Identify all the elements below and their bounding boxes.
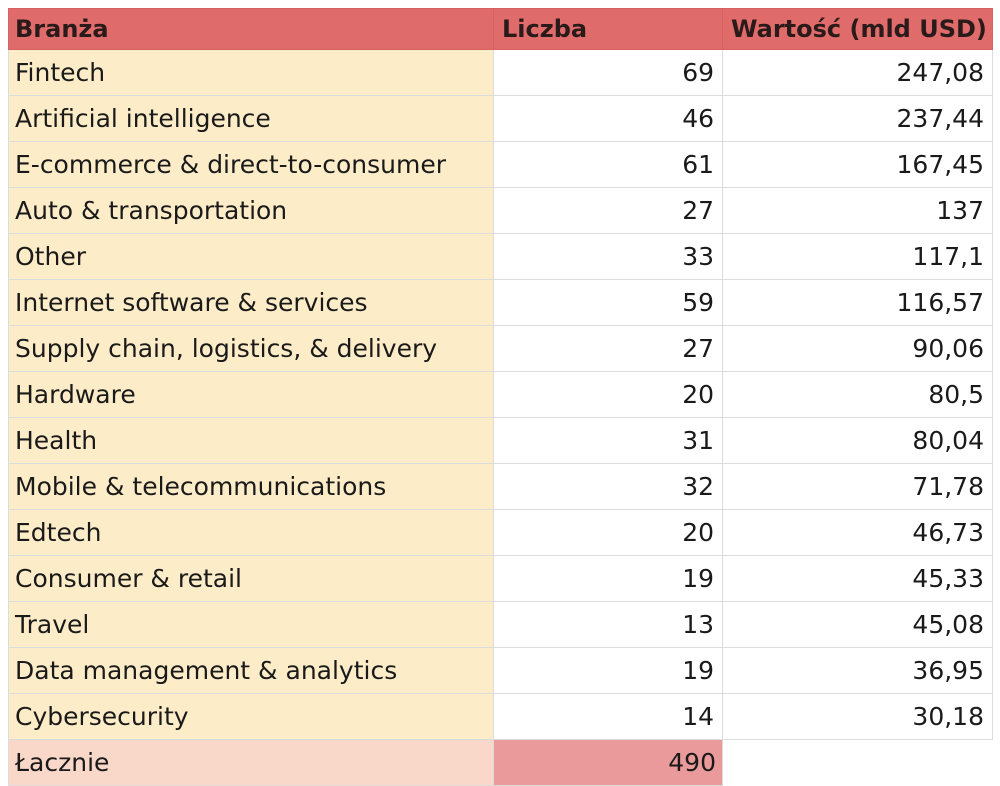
value-cell[interactable]: 46,73	[722, 509, 993, 556]
total-count-cell[interactable]: 490	[493, 739, 723, 786]
industry-cell[interactable]: Travel	[8, 601, 494, 648]
industry-cell[interactable]: Auto & transportation	[8, 187, 494, 234]
spreadsheet-table-container: Branża Liczba Wartość (mld USD) Fintech …	[8, 8, 993, 786]
count-cell[interactable]: 31	[493, 417, 723, 464]
table-row: Internet software & services 59 116,57	[8, 279, 993, 326]
table-row: Artificial intelligence 46 237,44	[8, 95, 993, 142]
count-cell[interactable]: 69	[493, 49, 723, 96]
count-cell[interactable]: 14	[493, 693, 723, 740]
count-cell[interactable]: 19	[493, 555, 723, 602]
table-row: E-commerce & direct-to-consumer 61 167,4…	[8, 141, 993, 188]
table-row: Auto & transportation 27 137	[8, 187, 993, 234]
table-row: Fintech 69 247,08	[8, 49, 993, 96]
industry-cell[interactable]: Cybersecurity	[8, 693, 494, 740]
industry-cell[interactable]: Internet software & services	[8, 279, 494, 326]
value-cell[interactable]: 30,18	[722, 693, 993, 740]
industry-cell[interactable]: Other	[8, 233, 494, 280]
table-body: Fintech 69 247,08 Artificial intelligenc…	[8, 49, 993, 786]
industry-cell[interactable]: Consumer & retail	[8, 555, 494, 602]
value-cell[interactable]: 45,08	[722, 601, 993, 648]
table-row: Data management & analytics 19 36,95	[8, 647, 993, 694]
count-cell[interactable]: 27	[493, 325, 723, 372]
table-row: Edtech 20 46,73	[8, 509, 993, 556]
count-cell[interactable]: 33	[493, 233, 723, 280]
count-cell[interactable]: 20	[493, 371, 723, 418]
industry-cell[interactable]: Edtech	[8, 509, 494, 556]
value-cell[interactable]: 80,04	[722, 417, 993, 464]
industry-cell[interactable]: Fintech	[8, 49, 494, 96]
header-row: Branża Liczba Wartość (mld USD)	[8, 8, 993, 50]
value-cell[interactable]: 167,45	[722, 141, 993, 188]
value-cell[interactable]: 137	[722, 187, 993, 234]
table-row: Cybersecurity 14 30,18	[8, 693, 993, 740]
count-cell[interactable]: 20	[493, 509, 723, 556]
header-industry[interactable]: Branża	[8, 8, 494, 50]
value-cell[interactable]: 80,5	[722, 371, 993, 418]
value-cell[interactable]: 117,1	[722, 233, 993, 280]
industry-cell[interactable]: Supply chain, logistics, & delivery	[8, 325, 494, 372]
total-row: Łacznie 490	[8, 739, 993, 786]
value-cell[interactable]: 45,33	[722, 555, 993, 602]
table-row: Supply chain, logistics, & delivery 27 9…	[8, 325, 993, 372]
value-cell[interactable]: 247,08	[722, 49, 993, 96]
count-cell[interactable]: 59	[493, 279, 723, 326]
value-cell[interactable]: 71,78	[722, 463, 993, 510]
table-row: Hardware 20 80,5	[8, 371, 993, 418]
industry-cell[interactable]: Hardware	[8, 371, 494, 418]
count-cell[interactable]: 46	[493, 95, 723, 142]
industry-cell[interactable]: Artificial intelligence	[8, 95, 494, 142]
industry-cell[interactable]: E-commerce & direct-to-consumer	[8, 141, 494, 188]
total-value-cell[interactable]	[722, 739, 993, 786]
count-cell[interactable]: 27	[493, 187, 723, 234]
unicorn-industry-table: Branża Liczba Wartość (mld USD) Fintech …	[8, 8, 993, 786]
table-header: Branża Liczba Wartość (mld USD)	[8, 8, 993, 50]
value-cell[interactable]: 116,57	[722, 279, 993, 326]
value-cell[interactable]: 90,06	[722, 325, 993, 372]
count-cell[interactable]: 32	[493, 463, 723, 510]
table-row: Other 33 117,1	[8, 233, 993, 280]
industry-cell[interactable]: Data management & analytics	[8, 647, 494, 694]
count-cell[interactable]: 61	[493, 141, 723, 188]
table-row: Consumer & retail 19 45,33	[8, 555, 993, 602]
industry-cell[interactable]: Health	[8, 417, 494, 464]
table-row: Mobile & telecommunications 32 71,78	[8, 463, 993, 510]
header-count[interactable]: Liczba	[493, 8, 723, 50]
count-cell[interactable]: 19	[493, 647, 723, 694]
count-cell[interactable]: 13	[493, 601, 723, 648]
value-cell[interactable]: 36,95	[722, 647, 993, 694]
total-label-cell[interactable]: Łacznie	[8, 739, 494, 786]
industry-cell[interactable]: Mobile & telecommunications	[8, 463, 494, 510]
header-value[interactable]: Wartość (mld USD)	[722, 8, 993, 50]
value-cell[interactable]: 237,44	[722, 95, 993, 142]
table-row: Travel 13 45,08	[8, 601, 993, 648]
table-row: Health 31 80,04	[8, 417, 993, 464]
